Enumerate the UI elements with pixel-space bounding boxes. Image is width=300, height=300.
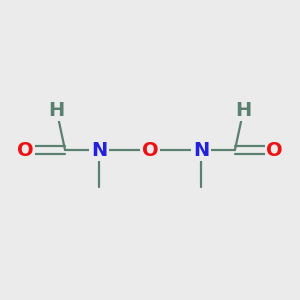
Text: O: O <box>142 140 158 160</box>
Text: N: N <box>193 140 209 160</box>
Text: O: O <box>266 140 283 160</box>
Text: O: O <box>17 140 34 160</box>
Text: H: H <box>48 101 65 120</box>
Text: N: N <box>91 140 107 160</box>
Text: H: H <box>235 101 252 120</box>
